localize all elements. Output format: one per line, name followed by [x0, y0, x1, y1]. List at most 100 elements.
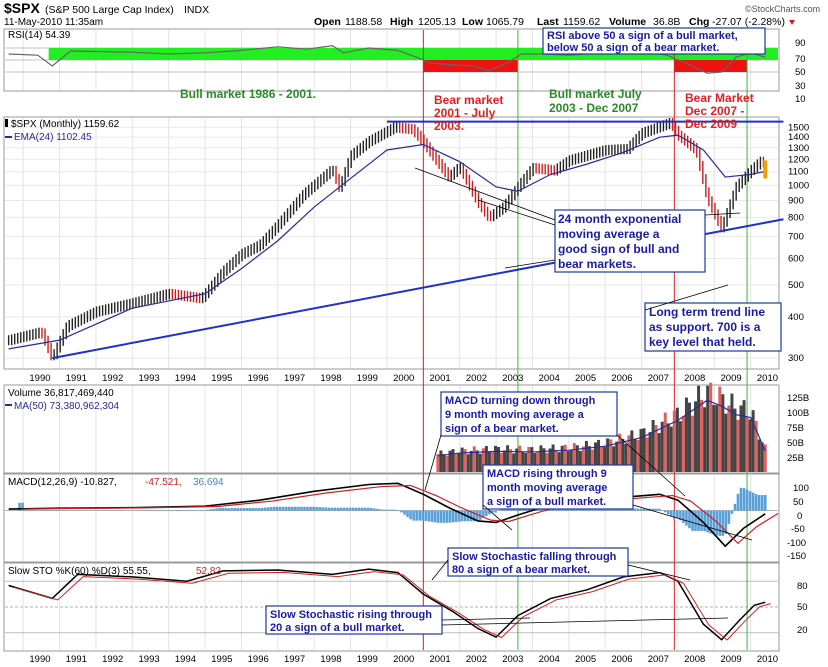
macd-histogram-bar: [448, 510, 452, 523]
pointer-line: [704, 212, 741, 216]
volume-bar: [509, 449, 513, 472]
exchange-label: INDX: [184, 4, 209, 16]
macd-histogram-bar: [372, 508, 376, 511]
macd-histogram-bar: [269, 507, 273, 511]
macd-histogram-bar: [394, 509, 397, 511]
x-tick-label: 2001: [430, 373, 451, 384]
rsi-note-box: [542, 27, 766, 55]
pointer-line: [441, 617, 531, 621]
macd-histogram-bar: [733, 503, 737, 511]
sto-d-legend: 52.82: [196, 566, 221, 577]
macd-histogram-bar: [418, 510, 421, 521]
macd-histogram-bar: [221, 508, 224, 511]
macd-histogram-bar: [306, 506, 309, 511]
volume-bar: [609, 439, 613, 472]
pointer-line: [431, 559, 449, 581]
macd-histogram-bar: [451, 510, 455, 523]
rsi-tick: 70: [795, 54, 806, 65]
volume-bar: [569, 449, 573, 472]
macd-histogram-bar: [433, 510, 437, 523]
volume-bar: [533, 452, 537, 472]
volume-bar: [651, 420, 655, 472]
x-tick-label: 1990: [29, 654, 50, 665]
x-tick-label: 2005: [575, 654, 596, 665]
macd-histogram-bar: [248, 508, 252, 511]
macd-histogram-bar: [736, 493, 740, 511]
macd-histogram-bar: [500, 508, 503, 511]
volume-bar: [460, 447, 464, 472]
volume-tick: 125B: [787, 393, 809, 404]
macd-histogram-bar: [382, 509, 385, 511]
high-label: High: [390, 16, 413, 28]
volume-bar: [712, 404, 716, 472]
volume-bar: [575, 445, 579, 472]
macd-histogram-bar: [324, 507, 328, 511]
volume-bar: [624, 443, 628, 472]
series: [7, 44, 784, 641]
macd-histogram-bar: [445, 510, 449, 523]
macd-histogram-bar: [712, 510, 716, 535]
x-tick-label: 2009: [721, 654, 742, 665]
x-tick-label: 1995: [211, 654, 232, 665]
macd-histogram-bar: [748, 491, 752, 511]
sto-tick: 80: [797, 581, 808, 592]
sto-tick: 20: [797, 625, 808, 636]
macd-histogram-bar: [585, 508, 588, 511]
volume-bar: [757, 439, 761, 472]
volume-bar: [500, 452, 504, 472]
volume-bar: [724, 413, 728, 472]
macd-histogram-bar: [266, 507, 270, 511]
ema-note-line4: bear markets.: [558, 257, 636, 271]
sto-up-note-line2: 20 a sign of a bull market.: [270, 622, 405, 634]
macd-histogram-bar: [309, 506, 312, 511]
price-tick: 900: [788, 196, 804, 207]
x-tick-label: 1999: [357, 373, 378, 384]
x-tick-label: 1998: [320, 654, 341, 665]
volume-panel-frame: [3, 384, 780, 474]
volume-bar: [709, 382, 713, 472]
macd-histogram-bar: [242, 508, 246, 511]
ema-note-line2: moving average a: [558, 227, 660, 241]
macd-histogram-bar: [281, 506, 285, 511]
macd-histogram-bar: [572, 508, 576, 511]
macd-histogram-bar: [697, 510, 700, 531]
x-tick-label: 2008: [684, 373, 705, 384]
volume-bar: [542, 448, 546, 472]
macd-histogram-bar: [691, 510, 694, 531]
volume-bar: [436, 454, 440, 472]
macd-histogram-bar: [669, 510, 673, 517]
macd-histogram-bar: [566, 508, 570, 511]
x-tick-label: 2004: [539, 654, 560, 665]
rsi-tick: 90: [795, 38, 806, 49]
last-label: Last: [537, 16, 559, 28]
volume-tick: 75B: [787, 423, 804, 434]
annotation-pointers: [414, 167, 753, 626]
pointer-line: [627, 564, 691, 581]
x-tick-label: 1997: [284, 654, 305, 665]
pointer-line: [482, 504, 513, 531]
rsi-note-line1: RSI above 50 a sign of a bull market,: [547, 30, 738, 42]
pointer-line: [632, 504, 753, 541]
x-tick-label: 1994: [175, 373, 196, 384]
sto-up-note-box: [265, 605, 443, 635]
macd-histogram-bar: [676, 510, 679, 519]
macd-histogram-bar: [430, 510, 434, 522]
volume-bar: [518, 445, 522, 472]
volume-bar: [703, 407, 707, 472]
volume-bar: [481, 448, 485, 472]
index-name: (S&P 500 Large Cap Index): [45, 4, 174, 16]
volume-ma-legend: MA(50) 73,380,962,304: [14, 401, 120, 412]
x-tick-label: 2009: [721, 373, 742, 384]
volume-bar: [733, 408, 737, 472]
volume-bar: [581, 446, 585, 472]
macd-down-note-line3: sign of a bear market.: [445, 423, 559, 435]
macd-histogram-bar: [760, 495, 764, 511]
price-tick: 1000: [788, 180, 809, 191]
macd-down-note-line1: MACD turning down through: [445, 395, 596, 407]
volume-bar: [515, 448, 519, 472]
price-panel-frame: [3, 116, 780, 370]
macd-down-note-box: [440, 391, 618, 437]
macd-histogram-bar: [485, 510, 488, 517]
volume-bar: [621, 438, 625, 472]
macd-histogram-bar: [636, 508, 640, 511]
